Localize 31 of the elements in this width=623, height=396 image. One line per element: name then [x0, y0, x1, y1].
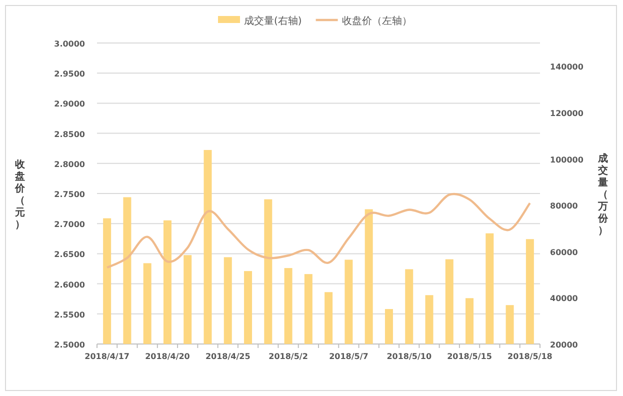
y-tick-label: 2.7500 — [54, 190, 86, 199]
y-tick-label: 2.5500 — [54, 310, 86, 320]
x-tick-label: 2018/5/15 — [447, 352, 492, 361]
y2-tick-label: 60000 — [550, 248, 578, 257]
y-tick-label: 2.5000 — [54, 340, 86, 350]
x-tick-label: 2018/4/25 — [205, 352, 251, 361]
y2-axis-title: 成交量（万份） — [597, 152, 609, 236]
y-axis-title: 收盘价（元） — [14, 158, 26, 230]
x-tick-label: 2018/4/20 — [145, 352, 190, 361]
x-tick-label: 2018/5/18 — [508, 352, 553, 361]
x-tick-label: 2018/5/2 — [268, 352, 308, 361]
x-tick-label: 2018/5/7 — [329, 352, 368, 361]
y2-tick-label: 20000 — [550, 340, 578, 350]
x-tick-label: 2018/5/10 — [386, 352, 432, 361]
y2-tick-label: 120000 — [550, 108, 584, 118]
y-tick-label: 2.8000 — [54, 160, 86, 169]
y-tick-label: 3.0000 — [54, 40, 86, 48]
y-tick-label: 2.8500 — [54, 130, 86, 139]
y-tick-label: 2.6500 — [54, 250, 86, 260]
y2-tick-label: 140000 — [550, 62, 584, 72]
y2-tick-label: 100000 — [550, 155, 584, 164]
y2-tick-label: 80000 — [550, 202, 578, 211]
y-tick-label: 2.6000 — [54, 280, 86, 290]
legend-label: 成交量(右轴) — [244, 15, 302, 27]
y-tick-label: 2.7000 — [54, 220, 86, 230]
x-tick-label: 2018/4/17 — [84, 352, 130, 361]
y-tick-label: 2.9000 — [54, 100, 86, 109]
y-tick-label: 2.9500 — [54, 70, 86, 79]
legend-label: 收盘价（左轴） — [342, 15, 412, 27]
y2-tick-label: 40000 — [550, 294, 578, 304]
line-series — [106, 193, 532, 269]
